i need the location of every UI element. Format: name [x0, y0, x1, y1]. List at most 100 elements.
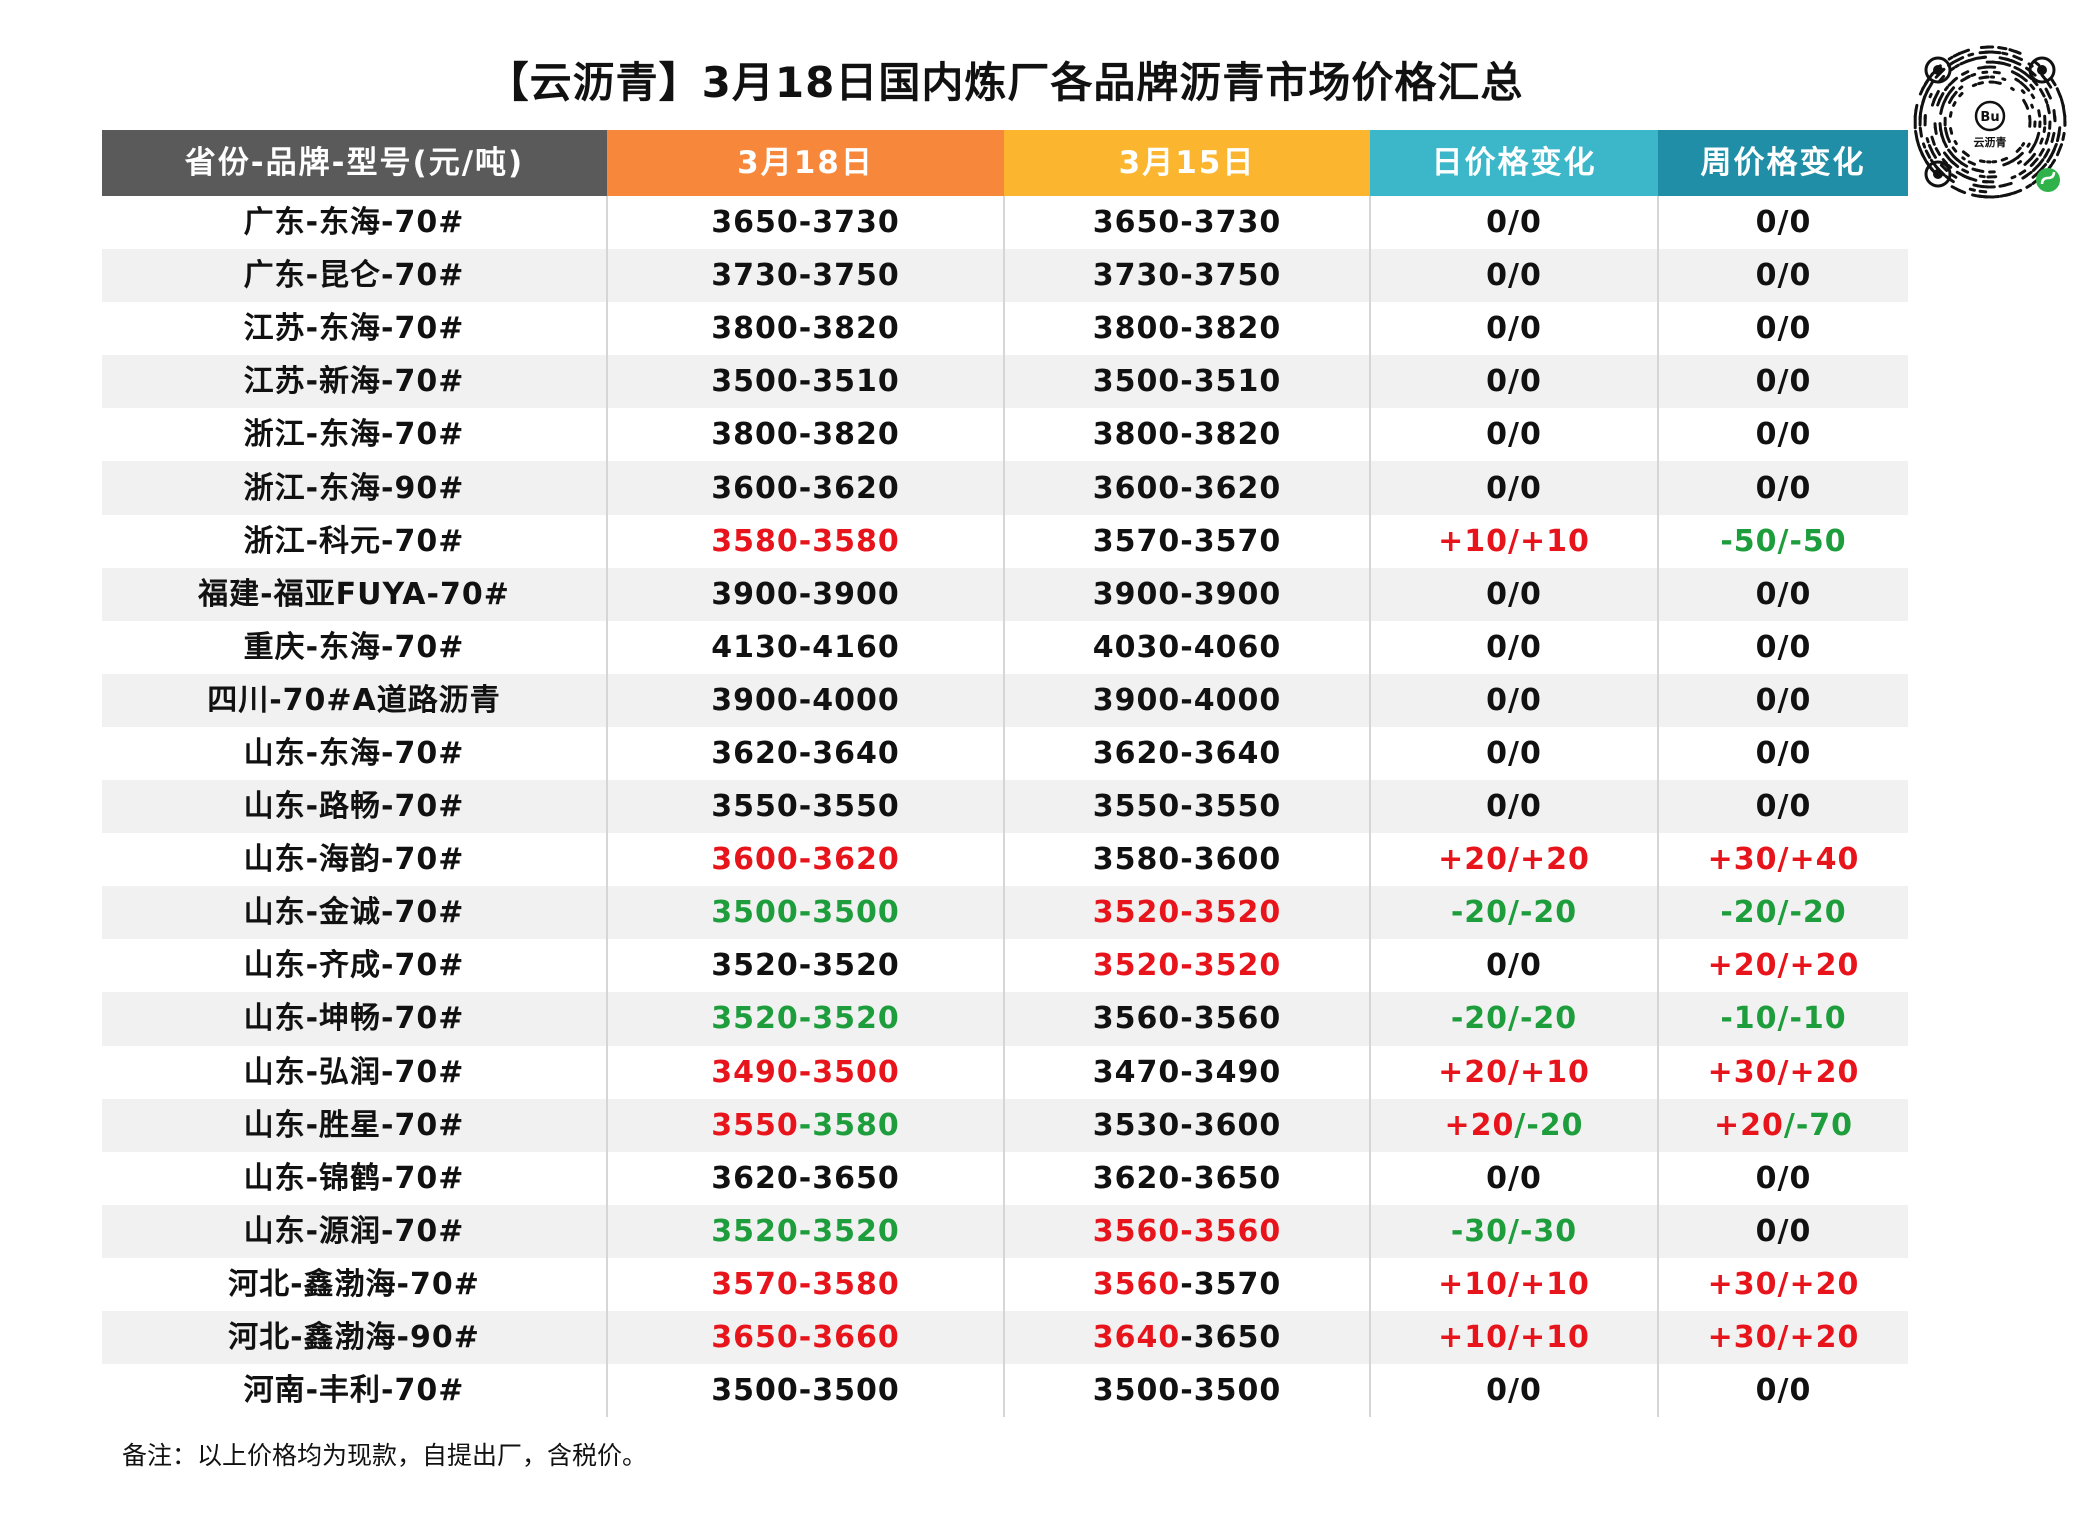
weekly-change-cell: 0/0 — [1658, 249, 1908, 303]
cell-text: 浙江-东海-90# — [243, 470, 465, 506]
cell-text: 3620-3650 — [711, 1160, 900, 1196]
cell-text: 山东-路畅-70# — [243, 789, 465, 825]
mar18-price-cell: 3520-3520 — [607, 992, 1005, 1046]
cell-text: 4130-4160 — [711, 629, 900, 665]
cell-text: 0/0 — [1486, 1160, 1542, 1196]
cell-text: 0/0 — [1486, 948, 1542, 984]
table-row: 重庆-东海-70# 4130-4160 4030-4060 0/0 0/0 — [102, 620, 1908, 674]
cell-text: 0/0 — [1755, 205, 1812, 241]
cell-text: 3900-3900 — [711, 576, 900, 612]
header-daily-change: 日价格变化 — [1370, 130, 1658, 196]
mar15-price-cell: 3520-3520 — [1004, 886, 1371, 940]
cell-text: 福建-福亚FUYA-70# — [198, 576, 510, 612]
table-row: 广东-东海-70# 3650-3730 3650-3730 0/0 0/0 — [102, 196, 1908, 250]
mar18-price-cell: 3620-3650 — [607, 1151, 1005, 1205]
cell-text: 4030-4060 — [1092, 629, 1282, 665]
mar15-price-cell: 3500-3510 — [1004, 355, 1371, 409]
table-header-row: 省份-品牌-型号(元/吨) 3月18日 3月15日 日价格变化 周价格变化 — [102, 130, 1908, 196]
cell-text: 重庆-东海-70# — [243, 629, 465, 665]
table-row: 浙江-东海-70# 3800-3820 3800-3820 0/0 0/0 — [102, 408, 1908, 462]
cell-text: 3900-4000 — [1092, 682, 1282, 718]
weekly-change-cell: +30/+40 — [1658, 833, 1908, 886]
weekly-change-cell: +30/+20 — [1658, 1046, 1908, 1099]
table-row: 山东-胜星-70# 3550-3580 3530-3600 +20/-20 +20/-7… — [102, 1098, 1908, 1152]
mar15-price-cell: 3900-3900 — [1004, 567, 1371, 621]
cell-text: 3490-3500 — [711, 1054, 900, 1090]
table-row: 福建-福亚FUYA-70# 3900-3900 3900-3900 0/0 0/0 — [102, 567, 1908, 621]
weekly-change-cell: 0/0 — [1658, 355, 1908, 409]
cell-text: +10/+10 — [1438, 1266, 1590, 1302]
table-row: 山东-源润-70# 3520-3520 3560-3560 -30/-30 0/0 — [102, 1204, 1908, 1258]
cell-text: 3800-3820 — [711, 417, 900, 453]
daily-change-cell: 0/0 — [1370, 1364, 1659, 1418]
cell-text: 山东-金诚-70# — [243, 895, 465, 931]
cell-text: 0/0 — [1755, 311, 1812, 347]
cell-text: 3650-3730 — [1092, 205, 1282, 241]
mar18-price-cell: 3800-3820 — [607, 408, 1005, 462]
daily-change-cell: 0/0 — [1370, 673, 1659, 727]
cell-text: +10/+10 — [1438, 523, 1590, 559]
cell-text: 3730-3750 — [711, 258, 900, 294]
daily-change-cell: 0/0 — [1370, 726, 1659, 781]
daily-change-cell: 0/0 — [1370, 939, 1659, 993]
cell-text: 0/0 — [1755, 258, 1812, 294]
qr-finder-dot — [1933, 169, 1943, 179]
weekly-change-cell: 0/0 — [1658, 780, 1908, 834]
daily-change-cell: -20/-20 — [1370, 886, 1659, 940]
mar15-price-cell: 3800-3820 — [1004, 302, 1371, 356]
qr-finder-icon — [2028, 56, 2056, 84]
cell-text: 0/0 — [1486, 258, 1542, 294]
mar15-price-cell: 3650-3730 — [1004, 196, 1371, 250]
cell-text: -20/-20 — [1450, 1001, 1578, 1037]
daily-change-cell: 0/0 — [1370, 196, 1659, 250]
weekly-change-cell: 0/0 — [1658, 461, 1908, 515]
cell-text: 3500-3500 — [711, 1373, 900, 1409]
mar18-price-cell: 3620-3640 — [607, 726, 1005, 781]
brand-cell: 广东-东海-70# — [102, 196, 608, 250]
cell-text: 3560-3560 — [1092, 1213, 1282, 1249]
brand-cell: 山东-齐成-70# — [102, 939, 608, 993]
daily-change-cell: -20/-20 — [1370, 992, 1659, 1046]
cell-text: 3900-3900 — [1092, 576, 1282, 612]
cell-text: 3570-3580 — [711, 1266, 900, 1302]
cell-text: 0/0 — [1486, 205, 1542, 241]
weekly-change-cell: 0/0 — [1658, 302, 1908, 355]
daily-change-cell: +20/+10 — [1370, 1045, 1659, 1099]
brand-cell: 山东-东海-70# — [102, 726, 608, 781]
daily-change-cell: 0/0 — [1370, 620, 1659, 674]
table-row: 河北-鑫渤海-90# 3650-3660 3640-3650 +10/+10 +30/+… — [102, 1310, 1908, 1365]
mar15-price-cell: 3560-3560 — [1004, 992, 1371, 1046]
cell-text: 3550 — [711, 1107, 799, 1143]
cell-text: -20/-20 — [1720, 895, 1847, 931]
cell-text: +30/+20 — [1707, 1266, 1860, 1302]
table-row: 山东-齐成-70# 3520-3520 3520-3520 0/0 +20/+20 — [102, 939, 1908, 993]
mar18-price-cell: 3650-3730 — [607, 196, 1005, 250]
cell-text: 3500-3510 — [1092, 364, 1282, 400]
daily-change-cell: +10/+10 — [1370, 1257, 1659, 1311]
mar18-price-cell: 3800-3820 — [607, 302, 1005, 356]
weekly-change-cell: 0/0 — [1658, 621, 1908, 674]
qr-pattern — [1913, 45, 2067, 199]
mar15-price-cell: 3640-3650 — [1004, 1310, 1371, 1365]
cell-text: 山东-齐成-70# — [243, 948, 465, 984]
cell-text: 0/0 — [1486, 311, 1542, 347]
cell-text: 3600-3620 — [711, 470, 900, 506]
mar18-price-cell: 3520-3520 — [607, 939, 1005, 993]
daily-change-cell: 0/0 — [1370, 408, 1659, 462]
cell-text: 3800-3820 — [1092, 311, 1282, 347]
qr-code: Bu 云沥青 — [1908, 40, 2073, 205]
weekly-change-cell: 0/0 — [1658, 1364, 1908, 1417]
brand-cell: 山东-弘润-70# — [102, 1045, 608, 1099]
cell-text: 0/0 — [1755, 735, 1812, 771]
cell-text: 3560-3560 — [1092, 1001, 1282, 1037]
cell-text: -50/-50 — [1720, 523, 1847, 559]
cell-text: 四川-70#A道路沥青 — [207, 682, 501, 718]
table-row: 江苏-东海-70# 3800-3820 3800-3820 0/0 0/0 — [102, 302, 1908, 356]
brand-cell: 山东-源润-70# — [102, 1204, 608, 1258]
weekly-change-cell: +30/+20 — [1658, 1310, 1908, 1365]
daily-change-cell: 0/0 — [1370, 1151, 1659, 1205]
cell-text: 山东-锦鹤-70# — [243, 1160, 465, 1196]
cell-text: -3650 — [1180, 1320, 1282, 1356]
daily-change-cell: 0/0 — [1370, 567, 1659, 621]
mini-program-glyph — [2040, 171, 2056, 185]
